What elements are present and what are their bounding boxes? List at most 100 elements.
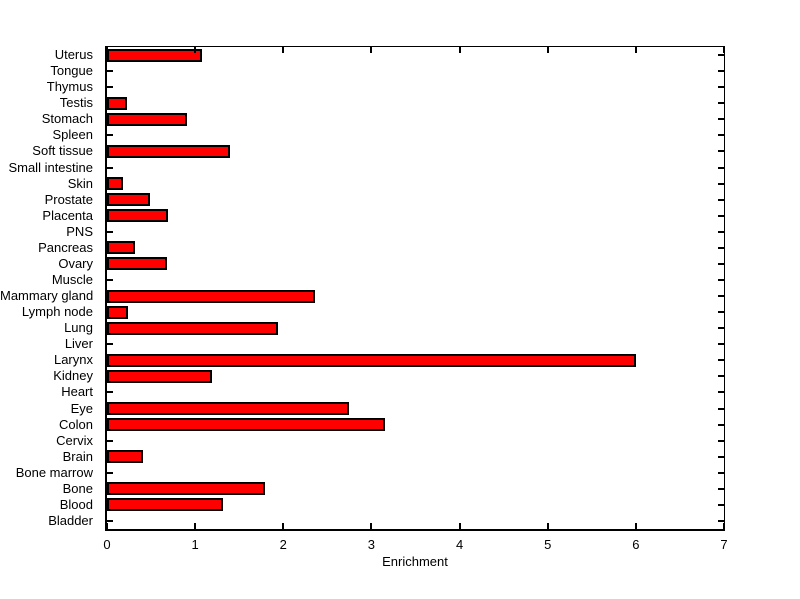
- y-tick-label-heart: Heart: [61, 384, 93, 400]
- y-axis-labels: Uterus Tongue Thymus Testis Stomach Spleen Sof…: [0, 47, 99, 529]
- y-tick-right-pns: [718, 230, 724, 233]
- y-tick-left-cervix: [107, 439, 113, 442]
- x-tick-bottom-7: [723, 523, 725, 529]
- y-tick-left-liver: [107, 343, 113, 346]
- y-tick-label-bone: Bone: [62, 480, 93, 496]
- x-tick-top-6: [634, 47, 637, 53]
- y-tick-right-heart: [718, 391, 724, 394]
- x-tick-bottom-5: [546, 523, 549, 529]
- y-tick-label-brain: Brain: [62, 448, 93, 464]
- y-tick-right-brain: [718, 455, 724, 458]
- y-tick-left-bone-marrow: [107, 471, 113, 474]
- y-tick-label-pns: PNS: [66, 223, 93, 239]
- x-tick-label-4: 4: [455, 537, 464, 552]
- bar-mammary-gland: [107, 289, 316, 303]
- y-tick-label-pancreas: Pancreas: [38, 239, 93, 255]
- y-tick-right-bone: [718, 487, 724, 490]
- y-tick-label-small-intestine: Small intestine: [8, 159, 93, 175]
- y-tick-label-lung: Lung: [64, 320, 93, 336]
- y-tick-label-kidney: Kidney: [53, 368, 93, 384]
- y-tick-right-colon: [718, 423, 724, 426]
- y-tick-right-cervix: [718, 439, 724, 442]
- y-tick-label-cervix: Cervix: [56, 432, 93, 448]
- bar-eye: [107, 402, 350, 415]
- y-tick-label-colon: Colon: [59, 416, 93, 432]
- bar-pancreas: [107, 241, 136, 255]
- bar-soft-tissue: [107, 144, 231, 158]
- bar-kidney: [107, 369, 212, 383]
- bar-brain: [107, 450, 144, 464]
- x-tick-bottom-6: [634, 523, 637, 529]
- x-tick-top-7: [723, 47, 725, 53]
- y-tick-label-spleen: Spleen: [52, 127, 93, 143]
- y-tick-right-ovary: [718, 262, 724, 265]
- x-tick-bottom-2: [282, 523, 285, 529]
- y-tick-right-uterus: [718, 54, 724, 57]
- y-tick-label-bladder: Bladder: [48, 512, 93, 528]
- y-tick-right-lymph-node: [718, 311, 724, 314]
- y-tick-label-stomach: Stomach: [41, 111, 93, 127]
- y-tick-left-heart: [107, 391, 113, 394]
- y-tick-right-spleen: [718, 134, 724, 137]
- x-tick-label-0: 0: [103, 537, 111, 552]
- bar-lung: [107, 321, 278, 335]
- x-tick-top-1: [194, 47, 197, 53]
- bar-placenta: [107, 209, 168, 223]
- y-tick-label-larynx: Larynx: [53, 352, 93, 368]
- y-tick-right-larynx: [718, 359, 724, 362]
- y-tick-right-blood: [718, 503, 724, 506]
- x-tick-bottom-3: [370, 523, 373, 529]
- y-tick-right-thymus: [718, 86, 724, 89]
- x-tick-label-6: 6: [632, 537, 640, 552]
- y-tick-label-placenta: Placenta: [42, 207, 93, 223]
- y-tick-right-placenta: [718, 214, 724, 217]
- y-tick-label-blood: Blood: [59, 496, 93, 512]
- y-tick-label-skin: Skin: [67, 175, 93, 191]
- x-tick-label-2: 2: [279, 537, 287, 552]
- y-tick-right-skin: [718, 182, 724, 185]
- x-tick-label-1: 1: [191, 537, 199, 552]
- x-tick-top-5: [546, 47, 549, 53]
- y-tick-right-bladder: [718, 519, 724, 522]
- y-tick-right-prostate: [718, 198, 724, 201]
- y-tick-right-mammary-gland: [718, 295, 724, 298]
- y-tick-label-muscle: Muscle: [51, 271, 93, 287]
- x-tick-top-3: [370, 47, 373, 53]
- y-tick-right-pancreas: [718, 246, 724, 249]
- bar-larynx: [107, 353, 636, 367]
- x-tick-bottom-1: [194, 523, 197, 529]
- y-tick-label-tongue: Tongue: [50, 63, 93, 79]
- y-tick-right-eye: [718, 407, 724, 410]
- y-tick-label-bone-marrow: Bone marrow: [15, 464, 93, 480]
- y-tick-left-small-intestine: [107, 166, 113, 169]
- x-tick-top-2: [282, 47, 285, 53]
- bar-bone: [107, 482, 265, 496]
- bar-stomach: [107, 112, 188, 126]
- y-tick-label-mammary-gland: Mammary gland: [0, 288, 94, 304]
- bar-blood: [107, 498, 224, 512]
- y-tick-left-tongue: [107, 70, 113, 73]
- bar-skin: [107, 177, 123, 191]
- y-tick-right-muscle: [718, 278, 724, 281]
- x-axis-title: Enrichment: [382, 554, 448, 569]
- x-tick-label-5: 5: [544, 537, 552, 552]
- x-tick-top-0: [106, 47, 108, 53]
- x-tick-bottom-0: [106, 523, 108, 529]
- y-tick-label-lymph-node: Lymph node: [21, 304, 93, 320]
- y-tick-label-uterus: Uterus: [54, 47, 93, 63]
- y-tick-left-muscle: [107, 278, 113, 281]
- x-tick-top-4: [458, 47, 461, 53]
- bar-colon: [107, 418, 385, 432]
- y-tick-right-soft-tissue: [718, 150, 724, 153]
- y-tick-label-soft-tissue: Soft tissue: [32, 143, 93, 159]
- plot-area: [105, 46, 725, 531]
- bar-lymph-node: [107, 305, 129, 319]
- y-tick-right-small-intestine: [718, 166, 724, 169]
- y-tick-left-thymus: [107, 86, 113, 89]
- y-tick-right-lung: [718, 327, 724, 330]
- y-tick-right-testis: [718, 102, 724, 105]
- x-tick-bottom-4: [458, 523, 461, 529]
- y-tick-label-eye: Eye: [70, 400, 93, 416]
- y-tick-left-pns: [107, 230, 113, 233]
